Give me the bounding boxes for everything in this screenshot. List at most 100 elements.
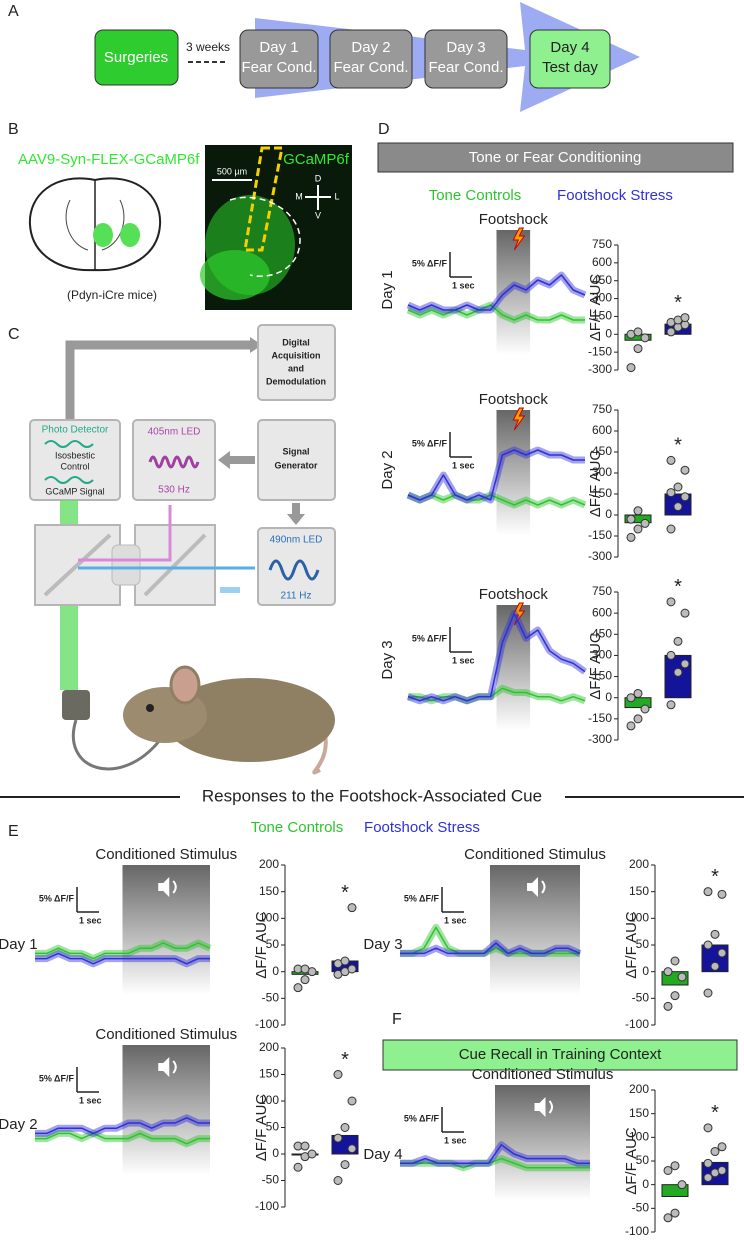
y-tick-label: -300 xyxy=(588,362,612,376)
data-point xyxy=(666,488,676,498)
data-point xyxy=(640,333,650,343)
y-tick-label: 50 xyxy=(636,1153,650,1167)
data-point xyxy=(717,1142,727,1152)
legend-entry: Tone Controls xyxy=(251,819,344,836)
step-box xyxy=(329,29,413,89)
shock-icon xyxy=(512,407,526,431)
trace-line xyxy=(400,1144,590,1164)
compass-label: D xyxy=(315,173,322,183)
y-tick-label: 450 xyxy=(592,444,612,458)
data-point xyxy=(717,889,727,899)
data-point xyxy=(680,465,690,475)
arrow-head xyxy=(218,451,230,469)
significance: * xyxy=(674,435,682,457)
y-tick-label: 300 xyxy=(592,291,612,305)
y-tick-label: 150 xyxy=(592,669,612,683)
y-tick-label: 0 xyxy=(605,326,612,340)
step-label: Fear Cond. xyxy=(333,59,408,76)
virus-label: AAV9-Syn-FLEX-GCaMP6f xyxy=(18,151,200,168)
y-tick-label: -50 xyxy=(262,991,280,1005)
event-label: Footshock xyxy=(479,211,549,228)
data-point xyxy=(680,313,690,323)
section-title: Responses to the Footshock-Associated Cu… xyxy=(202,786,542,805)
speaker-wave xyxy=(172,1060,177,1074)
trace-line xyxy=(400,926,580,955)
wave-icon xyxy=(44,440,94,448)
data-point xyxy=(347,1144,357,1154)
arrow-head xyxy=(287,514,305,525)
data-point xyxy=(710,929,720,939)
trace-line xyxy=(407,449,585,501)
arrow-head xyxy=(250,337,262,353)
y-tick-label: 100 xyxy=(259,911,279,925)
day-label: Day 1 xyxy=(0,936,38,953)
data-point xyxy=(670,956,680,966)
lens xyxy=(111,544,141,586)
speaker-wave xyxy=(541,880,546,894)
y-tick-label: 200 xyxy=(259,857,279,871)
trace-line xyxy=(407,274,586,311)
box-label: Control xyxy=(60,461,89,471)
box-label: and xyxy=(288,363,304,373)
dichroic xyxy=(143,533,207,597)
timeline: Surgeries 3 weeks Day 1 Fear Cond. Day 2… xyxy=(94,2,640,112)
event-label: Conditioned Stimulus xyxy=(95,1026,237,1043)
speaker-icon xyxy=(158,877,170,897)
data-point xyxy=(666,327,676,337)
legend-entry: Footshock Stress xyxy=(557,187,673,204)
y-tick-label: 600 xyxy=(592,255,612,269)
y-tick-label: 200 xyxy=(629,1082,649,1096)
y-tick-label: -100 xyxy=(625,1017,649,1031)
data-point xyxy=(626,693,636,703)
scale-label: 1 sec xyxy=(444,915,467,925)
mouse-eye xyxy=(146,704,154,712)
panel-header-label: Tone or Fear Conditioning xyxy=(469,149,642,166)
data-point xyxy=(680,608,690,618)
mouse-ear xyxy=(169,665,201,705)
y-tick-label: -100 xyxy=(625,1224,649,1238)
data-point xyxy=(633,327,643,337)
data-point xyxy=(673,667,683,677)
y-tick-label: 600 xyxy=(592,605,612,619)
injection-site xyxy=(93,223,113,247)
step-label: Test day xyxy=(542,59,598,76)
y-axis-label: ΔF/F AUC xyxy=(587,632,604,700)
interval-label: 3 weeks xyxy=(186,40,230,54)
trace-line xyxy=(35,1132,210,1145)
data-point xyxy=(717,1165,727,1175)
event-label: Footshock xyxy=(479,586,549,603)
data-point xyxy=(300,975,310,985)
data-point xyxy=(633,714,643,724)
y-tick-label: 0 xyxy=(272,964,279,978)
scale-label: 1 sec xyxy=(452,655,475,665)
event-label: Conditioned Stimulus xyxy=(464,846,606,863)
speaker-icon xyxy=(534,1097,546,1117)
speaker-wave xyxy=(172,880,177,894)
box-label: 211 Hz xyxy=(281,591,312,602)
step-label: Day 4 xyxy=(550,39,589,56)
wave-icon xyxy=(44,476,94,484)
fiber-track xyxy=(243,146,284,252)
data-point xyxy=(663,1165,673,1175)
data-point xyxy=(633,344,643,354)
event-label: Footshock xyxy=(479,391,549,408)
scale-label: 5% ΔF/F xyxy=(404,893,440,903)
panel-letter: F xyxy=(392,1011,402,1028)
box-label: 530 Hz xyxy=(158,485,190,496)
y-tick-label: 0 xyxy=(605,507,612,521)
event-label: Conditioned Stimulus xyxy=(95,846,237,863)
data-point xyxy=(340,956,350,966)
y-tick-label: -50 xyxy=(632,991,650,1005)
significance: * xyxy=(341,1049,349,1071)
data-point xyxy=(680,659,690,669)
y-axis-label: ΔF/F AUC xyxy=(253,1094,270,1162)
scale-label: 500 µm xyxy=(217,166,247,176)
scale-label: 5% ΔF/F xyxy=(39,893,75,903)
y-tick-label: 150 xyxy=(259,1067,279,1081)
data-point xyxy=(710,1147,720,1157)
y-axis-label: ΔF/F AUC xyxy=(623,911,640,979)
event-label: Conditioned Stimulus xyxy=(472,1066,614,1083)
data-point xyxy=(710,961,720,971)
y-tick-label: 600 xyxy=(592,423,612,437)
data-point xyxy=(663,967,673,977)
